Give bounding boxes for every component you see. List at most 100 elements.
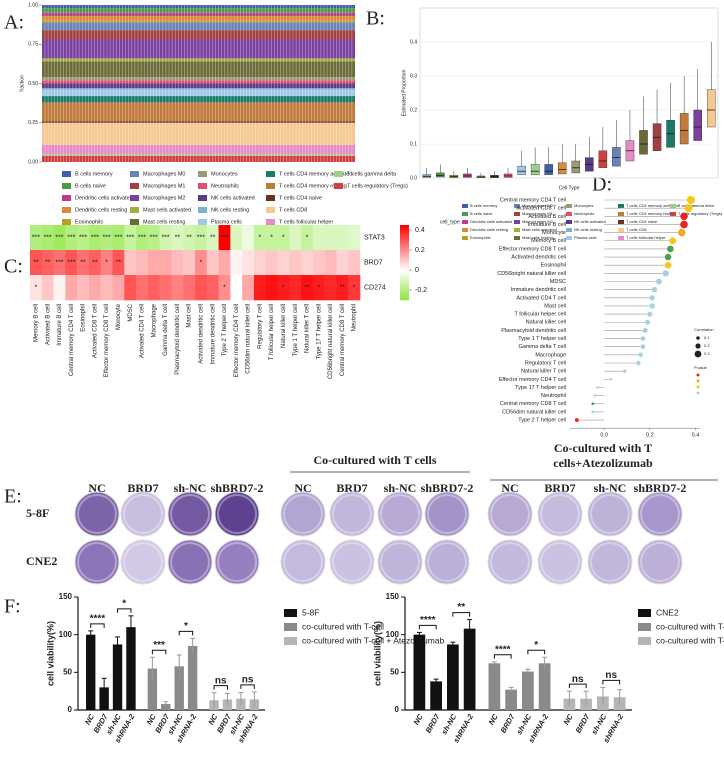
y-tick-label: 150: [386, 592, 400, 601]
box: [557, 162, 567, 175]
legend-label: T cells follicular helper: [626, 235, 666, 240]
significance-label: ***: [153, 640, 165, 651]
legend-label: Eosinophils: [75, 219, 103, 225]
column-header: shBRD7-2: [211, 481, 264, 495]
plate: [537, 491, 583, 537]
heatmap-cell: [159, 250, 172, 276]
row-label: T follicular helper cell: [514, 312, 566, 318]
heatmap-cell: [242, 250, 255, 276]
heatmap-cell: [195, 225, 208, 251]
plate: [74, 539, 120, 585]
column-label: Activated CD4 T cell: [140, 304, 146, 358]
column-label: T follicular helper cell: [269, 304, 275, 360]
plate-rim: [170, 542, 210, 582]
heatmap-cell: [324, 225, 337, 251]
legend-label: co-cultured with T-cell: [302, 621, 384, 631]
legend-swatch: [618, 220, 624, 224]
dot: [651, 286, 658, 293]
legend-swatch: [462, 212, 468, 216]
cell-label: ***: [161, 234, 169, 241]
heatmap-cell: [100, 250, 113, 276]
column-header: BRD7: [336, 481, 367, 495]
column-label: Effector memory CD8 T cell: [104, 304, 110, 377]
column-label: Central memory CD8 T cell: [340, 304, 346, 376]
plate: [537, 539, 583, 585]
column-label: Monocyte: [116, 303, 122, 330]
legend-swatch: [462, 228, 468, 232]
legend-swatch: [566, 228, 572, 232]
significance-label: *: [534, 640, 538, 651]
heatmap-cell: [136, 225, 149, 251]
cell-label: **: [92, 259, 98, 266]
legend-label: T cells gamma delta: [347, 171, 397, 177]
cell-label: **: [33, 259, 39, 266]
plate: [487, 491, 533, 537]
heatmap-cell: [41, 225, 54, 251]
dot: [638, 352, 643, 358]
heatmap-cell: [253, 250, 267, 276]
row-label: BRD7: [364, 259, 383, 266]
bar: [522, 671, 534, 710]
significance-label: ns: [605, 670, 617, 681]
plate: [167, 539, 213, 585]
legend-swatch: [198, 207, 207, 213]
x-tick-label: NC: [487, 712, 501, 726]
stack-segment: [42, 89, 355, 97]
legend-swatch: [130, 195, 139, 201]
heatmap-cell: [253, 275, 267, 301]
cell-label: *: [282, 284, 285, 291]
box: [706, 89, 716, 128]
heatmap-cell: [206, 225, 219, 251]
row-label: CD56dim natural killer cell: [502, 409, 566, 415]
significance-label: ****: [90, 614, 106, 625]
stack-segment: [42, 12, 355, 16]
heatmap-cell: [30, 225, 43, 251]
legend-swatch: [334, 183, 343, 189]
heatmap-cell: [147, 275, 160, 301]
legend-title: P.value: [694, 365, 708, 370]
plot-frame: [419, 7, 719, 179]
legend-label: T cells CD4 naive: [279, 195, 322, 201]
column-header: BRD7: [544, 481, 575, 495]
plate-rim: [123, 542, 163, 582]
box: [639, 130, 648, 155]
heatmap-cell: [242, 225, 255, 251]
legend-label: T cells CD8: [279, 207, 307, 213]
box: [530, 164, 540, 175]
column-header: shBRD7-2: [421, 481, 474, 495]
plate-rim: [123, 494, 163, 534]
row-label: Type 2 T helper cell: [518, 418, 566, 424]
legend-swatch: [284, 623, 297, 631]
legend-swatch: [566, 220, 572, 224]
heatmap-cell: [147, 225, 160, 251]
cell-label: *: [317, 284, 320, 291]
significance-label: *: [122, 598, 126, 609]
bar: [99, 687, 109, 710]
legend-label: Macrophages M0: [522, 203, 554, 208]
colorbar-step: [400, 255, 409, 258]
legend-swatch: [514, 236, 520, 240]
plate-rim: [283, 542, 323, 582]
heatmap-cell: [147, 250, 160, 276]
box: [517, 165, 526, 175]
cell-label: *: [270, 234, 273, 241]
heatmap-cell: [206, 275, 219, 301]
cell-label: ***: [44, 234, 52, 241]
row-label: Immature dendritic cell: [511, 287, 566, 293]
heatmap-cell: [312, 225, 325, 251]
row-label: Eosinophil: [541, 263, 566, 269]
colorbar-tick-label: 0: [415, 267, 419, 274]
heatmap-cell: [41, 275, 54, 301]
size-legend-dot: [695, 343, 701, 349]
row-label: Plasmacytoid dendritic cell: [501, 328, 566, 334]
legend-label: NK cells activated: [574, 219, 606, 224]
significance-bracket: [240, 684, 255, 689]
legend-swatch: [618, 236, 624, 240]
column-label: Type 1 T helper cell: [293, 304, 299, 356]
colorbar-step: [400, 232, 409, 236]
cell-label: **: [210, 234, 216, 241]
plate-rim: [540, 494, 580, 534]
plate: [587, 539, 633, 585]
bar: [161, 703, 171, 710]
